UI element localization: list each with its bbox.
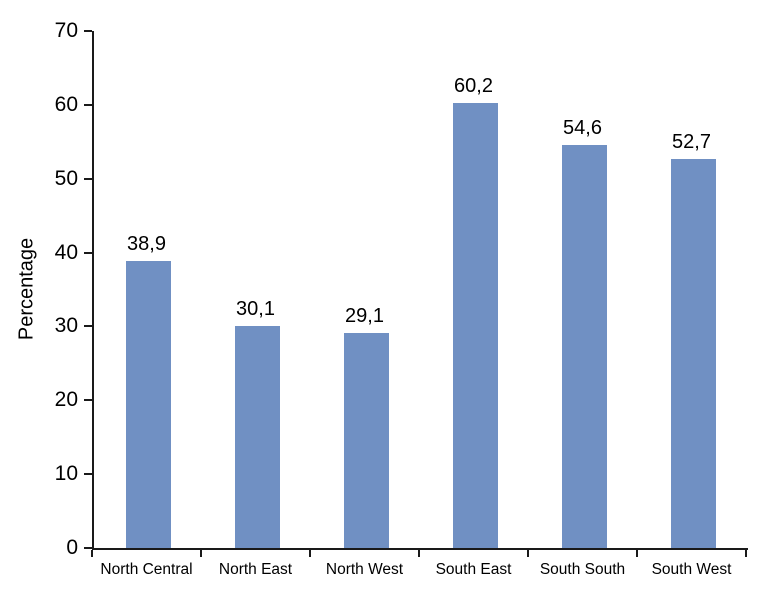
y-axis-tick-label: 20	[54, 388, 78, 412]
x-axis-tick	[745, 550, 747, 557]
y-axis-tick	[84, 103, 92, 106]
bar	[671, 158, 716, 548]
y-axis-tick	[84, 325, 92, 328]
bar-value-label: 54,6	[563, 116, 602, 139]
y-axis-tick	[84, 473, 92, 476]
x-axis-tick	[636, 550, 638, 557]
bar	[453, 103, 498, 548]
y-axis-tick-label: 0	[66, 536, 78, 559]
plot-area	[92, 31, 748, 550]
y-axis-tick-label: 50	[54, 166, 78, 190]
bar-value-label: 60,2	[454, 75, 493, 98]
y-axis-tick-label: 10	[54, 462, 78, 486]
bar-value-label: 52,7	[672, 130, 711, 153]
y-axis-tick-label: 70	[54, 19, 78, 42]
x-axis-tick	[91, 550, 93, 557]
bar-value-label: 29,1	[345, 305, 384, 328]
y-axis-tick	[84, 547, 92, 549]
bar	[344, 333, 389, 548]
y-axis-tick-label: 30	[54, 314, 78, 338]
bar-value-label: 38,9	[127, 232, 166, 255]
x-axis-category-label: South West	[651, 561, 732, 578]
x-axis-category-label: North West	[325, 561, 404, 578]
y-axis-tick-label: 40	[54, 240, 78, 264]
bar	[126, 260, 171, 548]
x-axis-category-label: North Central	[100, 561, 193, 578]
x-axis-category-label: North East	[218, 561, 293, 578]
x-axis-tick	[527, 550, 529, 557]
bar-value-label: 30,1	[236, 297, 275, 320]
bar	[562, 144, 607, 548]
y-axis-tick-label: 60	[54, 92, 78, 116]
bar	[235, 325, 280, 548]
y-axis-tick	[84, 399, 92, 402]
y-axis-tick	[84, 251, 92, 254]
x-axis-category-label: South East	[435, 561, 512, 578]
x-axis-tick	[200, 550, 202, 557]
y-axis-tick	[84, 30, 92, 32]
x-axis-tick	[418, 550, 420, 557]
x-axis-tick	[309, 550, 311, 557]
x-axis-category-label: South South	[539, 561, 626, 578]
y-axis-tick	[84, 177, 92, 180]
